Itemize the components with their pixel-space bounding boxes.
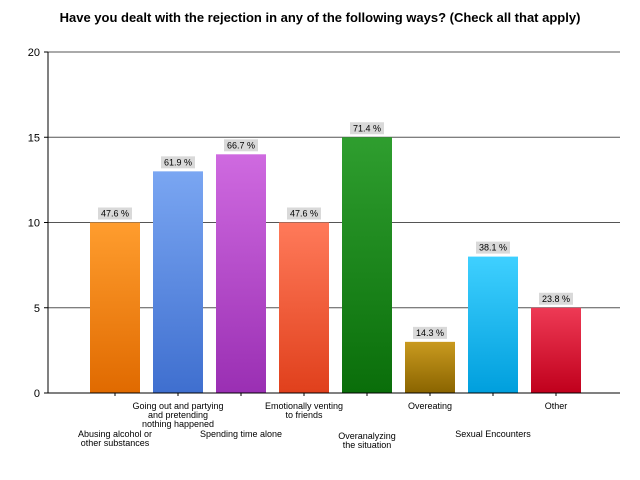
y-tick-label: 0 bbox=[34, 388, 40, 400]
data-label: 47.6 % bbox=[290, 209, 318, 219]
category-label-line: Overeating bbox=[408, 401, 452, 411]
category-label-line: Abusing alcohol or bbox=[78, 429, 152, 439]
category-label: Abusing alcohol or other substances bbox=[78, 429, 152, 448]
bar bbox=[405, 341, 455, 393]
data-label-bg bbox=[413, 326, 447, 339]
data-label-bg bbox=[539, 292, 573, 305]
category-label-line: to friends bbox=[285, 410, 323, 420]
category-label-line: Overanalyzing bbox=[338, 431, 396, 441]
data-label-bg bbox=[224, 139, 258, 152]
data-label-bg bbox=[287, 207, 321, 220]
bar bbox=[342, 137, 392, 393]
data-label-bg bbox=[350, 122, 384, 135]
category-label-line: Sexual Encounters bbox=[455, 429, 531, 439]
y-tick-label: 5 bbox=[34, 303, 40, 315]
bar bbox=[468, 256, 518, 393]
category-label: Sexual Encounters bbox=[455, 429, 531, 439]
data-label: 47.6 % bbox=[101, 209, 129, 219]
data-label: 14.3 % bbox=[416, 328, 444, 338]
category-label-line: nothing happened bbox=[142, 419, 214, 429]
data-label: 66.7 % bbox=[227, 140, 255, 150]
category-label-line: Going out and partying bbox=[132, 401, 223, 411]
category-label: Going out and partying and pretending noth… bbox=[132, 401, 223, 429]
category-label-line: and pretending bbox=[148, 410, 208, 420]
y-tick-label: 20 bbox=[28, 47, 40, 59]
bar bbox=[153, 171, 203, 393]
category-label: Overanalyzing the situation bbox=[338, 431, 396, 450]
category-label-line: the situation bbox=[343, 440, 392, 450]
data-label-bg bbox=[161, 156, 195, 169]
bar bbox=[216, 154, 266, 393]
bar bbox=[90, 222, 140, 393]
category-label: Emotionally venting to friends bbox=[265, 401, 343, 420]
category-label-line: Spending time alone bbox=[200, 429, 282, 439]
category-label-line: Emotionally venting bbox=[265, 401, 343, 411]
bar bbox=[531, 307, 581, 393]
data-label-bg bbox=[476, 241, 510, 254]
bar bbox=[279, 222, 329, 393]
category-label: Overeating bbox=[408, 401, 452, 411]
category-label-line: Other bbox=[545, 401, 568, 411]
category-label-line: other substances bbox=[81, 438, 150, 448]
chart-title: Have you dealt with the rejection in any… bbox=[59, 10, 581, 25]
category-label: Spending time alone bbox=[200, 429, 282, 439]
data-label: 23.8 % bbox=[542, 294, 570, 304]
data-label: 61.9 % bbox=[164, 157, 192, 167]
data-label: 71.4 % bbox=[353, 123, 381, 133]
category-label: Other bbox=[545, 401, 568, 411]
data-label-bg bbox=[98, 207, 132, 220]
y-tick-label: 10 bbox=[28, 218, 40, 230]
data-label: 38.1 % bbox=[479, 243, 507, 253]
y-tick-label: 15 bbox=[28, 132, 40, 144]
